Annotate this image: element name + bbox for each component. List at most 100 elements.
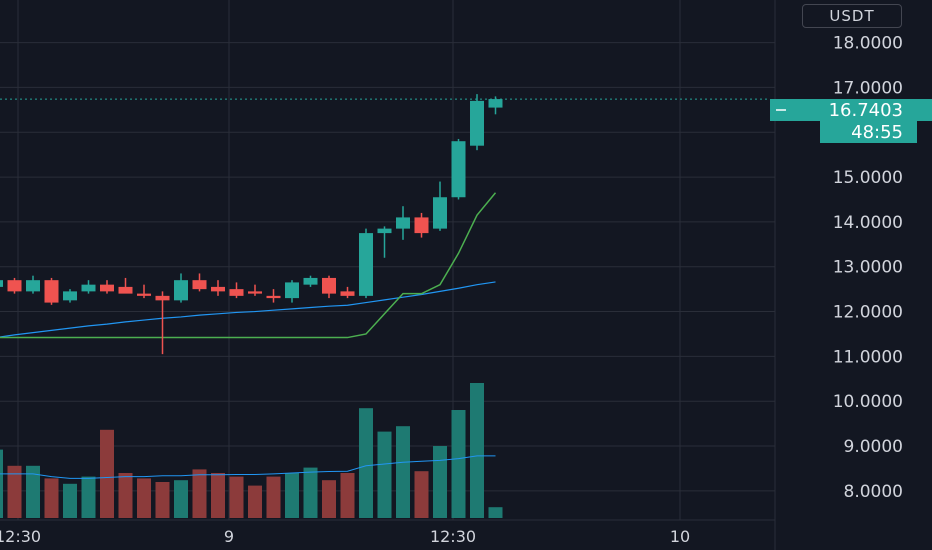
volume-bar [44,478,59,518]
candle [63,289,77,303]
candle [248,284,262,296]
candle-body [118,286,133,294]
candle-body [414,217,429,234]
volume-bar [488,507,503,518]
time-axis[interactable]: 12:30 9 12:30 10 [0,527,690,546]
countdown-label: 48:55 [851,122,903,143]
volume-bar [100,429,114,518]
price-tick-label: 8.0000 [844,482,903,502]
candle [285,280,299,303]
volume-bar [192,469,207,518]
candle-body [303,277,318,285]
candle [137,284,151,299]
candle-body [248,291,262,294]
candle [174,273,188,303]
volume-bar [137,478,151,518]
candle [192,273,207,292]
candle-body [137,293,151,296]
candle [211,280,225,296]
candle-body [266,295,281,299]
ma-slow-line [0,281,496,338]
candle [118,277,133,294]
ma-fast-line [0,192,497,339]
candle-body [396,217,410,229]
volume-bar [414,471,429,518]
countdown-tag: 48:55 [820,121,917,143]
candle [359,228,373,299]
candle-body [63,291,77,301]
candle [303,275,318,287]
last-price-tag: 16.7403 [770,99,932,121]
volume-bar [451,410,466,518]
volume-bar [470,383,484,518]
candle [155,291,170,355]
candle-body [0,280,3,287]
volume-bar [7,465,22,518]
last-price-label: 16.7403 [829,100,903,121]
currency-button[interactable]: USDT [802,4,902,28]
candle-body [229,289,244,296]
candle-body [488,99,503,108]
candle [340,286,355,299]
candle [100,280,114,294]
time-tick-label: 9 [224,527,234,546]
candle-body [211,286,225,292]
candle [266,289,281,303]
volume-bar [285,473,299,518]
volume-bar [396,426,410,518]
candle-body [81,284,96,292]
candle-body [44,280,59,303]
candle [451,138,466,200]
volume-bar [0,449,3,518]
time-tick-label: 12:30 [0,527,41,546]
candle-body [377,228,392,234]
candle-body [451,141,466,198]
volume-bar [322,480,336,518]
volume-bar [174,480,188,518]
candle [7,277,22,294]
volume-bar [266,476,281,518]
candle [81,280,96,294]
candle [44,277,59,305]
volume-bar [433,446,447,518]
candle [0,280,3,287]
volume-bar [118,473,133,518]
volume-bars [0,383,503,518]
candle-body [100,284,114,292]
candle [229,282,244,299]
volume-bar [63,483,77,518]
volume-ma-line [0,455,496,479]
candle [396,206,410,240]
volume-bar [229,476,244,518]
candle-body [155,295,170,301]
price-tick-label: 15.0000 [833,168,903,188]
volume-bar [303,467,318,518]
candle [377,226,392,258]
candle-body [470,100,484,146]
candle-body [174,280,188,301]
price-tick-label: 12.0000 [833,303,903,323]
price-tick-label: 17.0000 [833,78,903,98]
volume-bar [211,473,225,518]
time-tick-label: 10 [670,527,690,546]
price-tick-label: 13.0000 [833,258,903,278]
volume-bar [248,485,262,518]
price-tick-label: 9.0000 [844,437,903,457]
candle-body [359,233,373,296]
candle [433,181,447,231]
candle-body [285,282,299,299]
price-tick-label: 18.0000 [833,34,903,54]
price-tick-label: 10.0000 [833,392,903,412]
candle [26,275,40,294]
candle-body [340,291,355,296]
candle [322,275,336,299]
volume-bar [377,431,392,518]
candle-body [192,280,207,290]
volume-bar [81,476,96,518]
volume-bar [359,408,373,518]
candle-body [26,280,40,292]
candle-body [7,280,22,292]
price-tick-label: 11.0000 [833,347,903,367]
